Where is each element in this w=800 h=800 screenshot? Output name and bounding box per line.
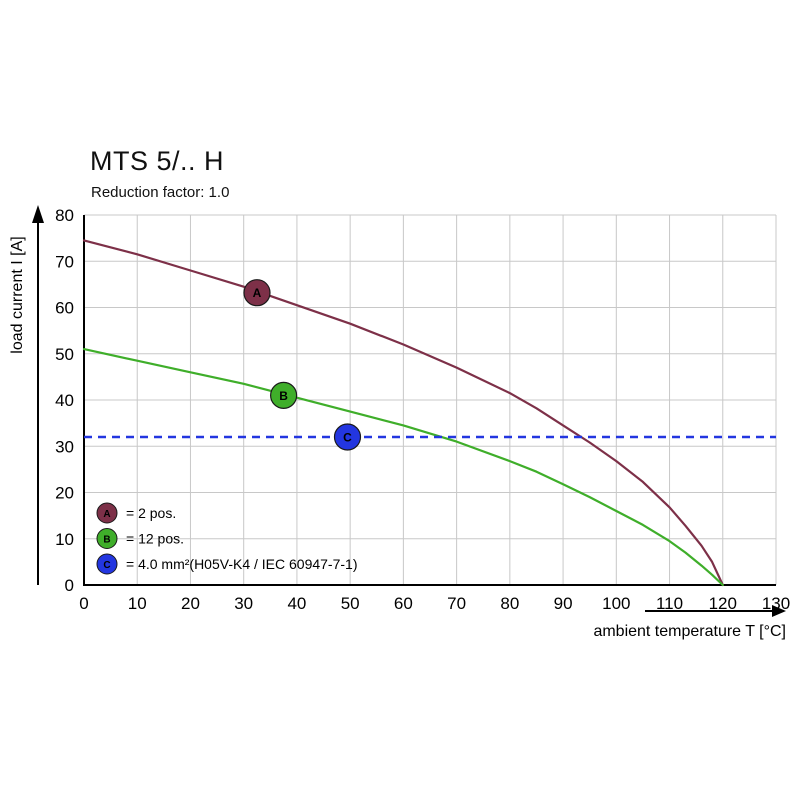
marker-circle-A (243, 279, 271, 307)
marker-layer: A B C (243, 279, 362, 451)
x-tick-label: 70 (447, 594, 466, 613)
marker-letter-A: A (253, 286, 262, 300)
marker-letter-C: C (343, 431, 352, 445)
y-tick-label: 0 (65, 576, 74, 595)
legend-layer: A = 2 pos. B = 12 pos. C = 4.0 mm²(H05V-K4 / … (96, 502, 358, 575)
y-tick-label: 10 (55, 530, 74, 549)
marker-circle-C (333, 423, 362, 451)
x-tick-label: 130 (762, 594, 790, 613)
y-tick-label: 30 (55, 437, 74, 456)
x-tick-label: 90 (554, 594, 573, 613)
axis-layer: 0 10 20 30 40 50 60 70 80 90 100 110 120 130 0 10 20 30 40… (32, 205, 790, 617)
chart-title: MTS 5/.. H (90, 146, 225, 176)
legend-letter-C: C (103, 560, 110, 571)
x-tick-label: 80 (500, 594, 519, 613)
x-tick-label: 120 (709, 594, 737, 613)
legend-circle-B (96, 528, 118, 549)
y-tick-label: 50 (55, 345, 74, 364)
y-tick-label: 40 (55, 391, 74, 410)
y-axis-arrow-head (32, 205, 44, 223)
legend-circle-C (96, 553, 118, 575)
series-layer (82, 239, 776, 587)
legend-text-A: = 2 pos. (126, 505, 176, 521)
marker-circle-B (270, 381, 298, 409)
y-tick-label: 80 (55, 206, 74, 225)
x-axis-label: ambient temperature T [°C] (593, 623, 786, 640)
legend-letter-A: A (103, 509, 110, 520)
chart-subtitle: Reduction factor: 1.0 (91, 184, 230, 201)
x-tick-label: 0 (79, 594, 88, 613)
marker-letter-B: B (279, 389, 288, 403)
y-tick-label: 60 (55, 299, 74, 318)
grid-layer (83, 214, 777, 586)
legend-letter-B: B (103, 534, 110, 545)
y-tick-label: 70 (55, 252, 74, 271)
legend-text-C: = 4.0 mm²(H05V-K4 / IEC 60947-7-1) (126, 556, 358, 572)
x-tick-label: 100 (602, 594, 630, 613)
x-tick-label: 30 (234, 594, 253, 613)
x-tick-label: 10 (128, 594, 147, 613)
legend-circle-A (96, 502, 118, 524)
legend-text-B: = 12 pos. (126, 531, 184, 547)
curve-A (82, 239, 724, 587)
curve-B (82, 348, 724, 587)
y-tick-label: 20 (55, 484, 74, 503)
x-tick-label: 50 (341, 594, 360, 613)
x-tick-label: 20 (181, 594, 200, 613)
x-tick-label: 60 (394, 594, 413, 613)
y-axis-label: load current I [A] (9, 236, 26, 353)
derating-chart: 0 10 20 30 40 50 60 70 80 90 100 110 120 130 0 10 20 30 40… (9, 205, 790, 640)
x-axis-arrow-head (772, 605, 786, 617)
x-tick-label: 110 (656, 594, 683, 613)
x-tick-label: 40 (287, 594, 306, 613)
